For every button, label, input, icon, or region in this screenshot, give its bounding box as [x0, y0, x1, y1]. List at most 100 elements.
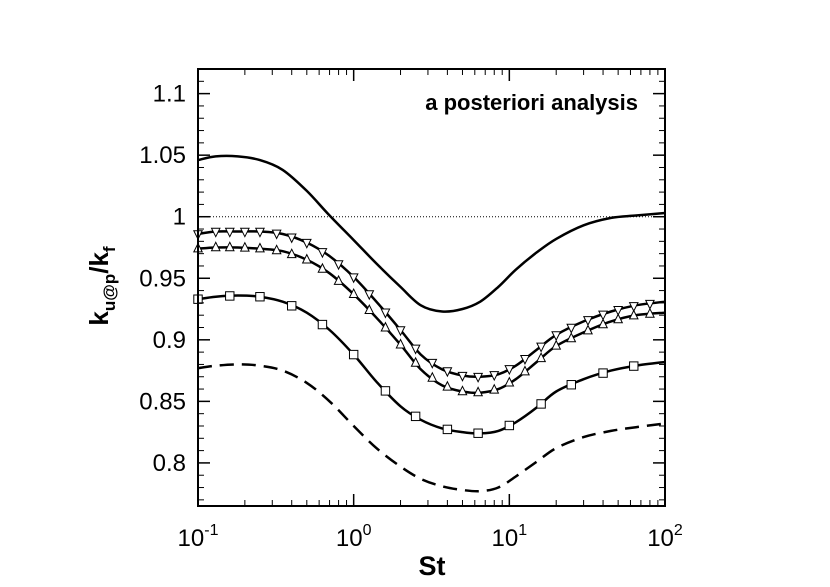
up-triangle-marker: [442, 380, 453, 391]
x-axis-label: St: [419, 551, 446, 581]
down-triangle-marker: [254, 227, 265, 238]
up-triangle-marker: [254, 242, 265, 253]
down-triangle-marker: [644, 299, 655, 310]
up-triangle-marker: [380, 321, 391, 332]
series-1: [197, 154, 666, 313]
down-triangle-marker: [473, 372, 484, 383]
up-triangle-marker: [301, 253, 312, 264]
down-triangle-marker: [239, 227, 250, 238]
square-marker: [255, 292, 265, 302]
down-triangle-marker: [457, 371, 468, 382]
down-triangle-marker: [566, 323, 577, 334]
down-triangle-marker: [598, 310, 609, 321]
down-triangle-marker: [410, 344, 421, 355]
down-triangle-marker: [427, 358, 438, 369]
y-axis-label-sub1: u@p: [100, 274, 119, 311]
down-triangle-marker: [536, 342, 547, 353]
up-triangle-marker: [271, 244, 282, 255]
x-tick-label: 101: [492, 522, 528, 552]
axis-ticks: [197, 69, 666, 506]
up-triangle-marker: [566, 332, 577, 343]
series-line: [197, 246, 666, 395]
up-triangle-marker: [519, 365, 530, 376]
y-tick-label: 0.9: [153, 327, 186, 354]
up-triangle-marker: [395, 338, 406, 349]
up-triangle-marker: [427, 371, 438, 382]
square-marker: [317, 319, 328, 330]
up-triangle-marker: [489, 383, 500, 394]
square-marker: [380, 386, 391, 396]
up-triangle-marker: [364, 304, 375, 315]
x-tick-label: 102: [647, 522, 683, 552]
y-axis-label-sub2: f: [100, 246, 119, 252]
down-triangle-marker: [364, 290, 375, 301]
up-triangle-marker: [536, 352, 547, 363]
down-triangle-marker: [504, 365, 515, 376]
down-triangle-marker: [348, 273, 359, 284]
up-triangle-marker: [410, 356, 421, 367]
x-tick-label: 100: [336, 522, 372, 552]
down-triangle-marker: [442, 367, 453, 378]
down-triangle-marker: [301, 238, 312, 249]
down-triangle-marker: [317, 248, 328, 259]
up-triangle-marker: [457, 385, 468, 396]
series-2: [192, 227, 666, 383]
down-triangle-marker: [380, 308, 391, 319]
square-marker: [225, 291, 235, 301]
tick-labels: 10-1 100 101 102 0.8 0.85 0.9 0.95 1 1.05 1.1: [139, 81, 683, 552]
series-4: [193, 291, 666, 438]
series-3: [192, 241, 666, 397]
up-triangle-marker: [348, 287, 359, 298]
up-triangle-marker: [210, 241, 221, 252]
up-triangle-marker: [551, 339, 562, 350]
x-tick-label: 10-1: [178, 522, 219, 552]
square-marker: [442, 424, 453, 435]
up-triangle-marker: [504, 376, 515, 387]
up-triangle-marker: [644, 307, 655, 318]
square-marker: [536, 399, 546, 409]
up-triangle-marker: [286, 248, 297, 259]
down-triangle-marker: [271, 229, 282, 240]
y-tick-label: 1.05: [139, 142, 186, 169]
plot-area: [192, 154, 666, 493]
down-triangle-marker: [628, 302, 639, 313]
down-triangle-marker: [519, 354, 530, 365]
down-triangle-marker: [395, 326, 406, 337]
y-tick-label: 1: [173, 204, 186, 231]
square-marker: [504, 420, 515, 431]
series-line: [197, 363, 666, 493]
y-axis-label: ku@p/kf: [84, 246, 119, 326]
square-marker: [287, 301, 297, 311]
annotation: a posteriori analysis: [425, 90, 638, 115]
y-axis-label-slash: /k: [84, 252, 114, 274]
down-triangle-marker: [582, 316, 593, 327]
down-triangle-marker: [489, 371, 500, 382]
down-triangle-marker: [333, 260, 344, 271]
up-triangle-marker: [582, 324, 593, 335]
y-tick-label: 0.8: [153, 450, 186, 477]
down-triangle-marker: [224, 227, 235, 238]
down-triangle-marker: [551, 331, 562, 342]
up-triangle-marker: [473, 386, 484, 397]
up-triangle-marker: [317, 262, 328, 273]
y-axis-label-main: k: [84, 311, 114, 326]
series-5: [197, 363, 666, 493]
up-triangle-marker: [333, 274, 344, 285]
y-tick-label: 0.95: [139, 265, 186, 292]
series-line: [197, 230, 666, 379]
up-triangle-marker: [628, 309, 639, 320]
down-triangle-marker: [613, 306, 624, 317]
y-tick-label: 0.85: [139, 388, 186, 415]
square-marker: [348, 349, 359, 360]
up-triangle-marker: [598, 318, 609, 329]
up-triangle-marker: [239, 241, 250, 252]
up-triangle-marker: [224, 241, 235, 252]
square-marker: [629, 361, 639, 371]
up-triangle-marker: [613, 313, 624, 324]
y-tick-label: 1.1: [153, 81, 186, 108]
series-line: [197, 154, 666, 313]
square-marker: [598, 368, 608, 378]
square-marker: [473, 428, 483, 438]
down-triangle-marker: [286, 233, 297, 244]
